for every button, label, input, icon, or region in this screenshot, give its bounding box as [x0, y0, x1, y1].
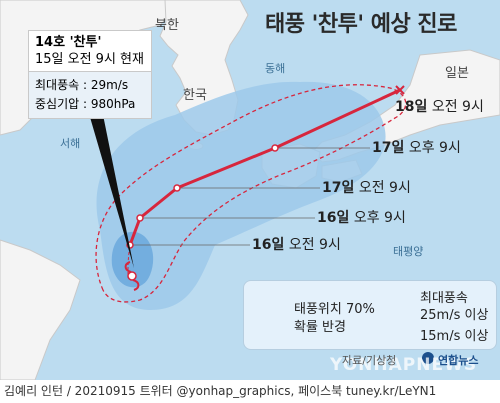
legend-wind-title: 최대풍속 [420, 291, 468, 306]
label-japan: 일본 [445, 66, 469, 81]
agency-logo-text: 연합뉴스 [438, 354, 479, 367]
typhoon-name: 14호 '찬투' [35, 35, 102, 50]
track-label-time: 오전 9시 [288, 237, 341, 253]
track-label-17am: 17일 오전 9시 [322, 177, 411, 197]
track-end-marker [395, 85, 405, 95]
label-west-sea: 서해 [60, 137, 81, 150]
track-label-day: 17일 [372, 140, 405, 156]
data-source: 자료/기상청 [342, 354, 397, 367]
label-pacific: 태평양 [393, 245, 424, 258]
max-wind-speed: 최대풍속 : 29m/s [35, 78, 129, 92]
track-label-time: 오후 9시 [408, 140, 461, 156]
track-label-time: 오후 9시 [353, 210, 406, 226]
central-pressure: 중심기압 : 980hPa [35, 97, 136, 111]
track-label-time: 오전 9시 [358, 180, 411, 196]
label-north-korea: 북한 [155, 18, 179, 33]
credit-footer: 김예리 인턴 / 20210915 트위터 @yonhap_graphics, … [0, 380, 500, 403]
wind-radius-25 [111, 231, 154, 288]
track-label-day: 17일 [322, 180, 355, 196]
track-label-18am: 18일 오전 9시 [395, 96, 484, 116]
legend-probability-line1: 태풍위치 70% [294, 302, 375, 317]
track-label-day: 18일 [395, 99, 428, 115]
observation-time: 15일 오전 9시 현재 [35, 52, 144, 67]
track-label-16pm: 16일 오후 9시 [317, 207, 406, 227]
map-title: 태풍 '찬투' 예상 진로 [265, 12, 457, 37]
track-point [271, 144, 279, 152]
infobox-pointer [85, 100, 134, 268]
track-point [136, 214, 144, 222]
track-label-time: 오전 9시 [431, 99, 484, 115]
watermark: YONHAPNEWS [330, 355, 478, 375]
legend-probability-line2: 확률 반경 [294, 320, 346, 335]
typhoon-info-box: 14호 '찬투' 15일 오전 9시 현재 최대풍속 : 29m/s 중심기압 … [28, 30, 152, 119]
label-south-korea: 한국 [183, 88, 207, 103]
map-legend: 태풍위치 70% 확률 반경 최대풍속 25m/s 이상 15m/s 이상 [243, 280, 497, 350]
yonhap-logo-icon [422, 352, 434, 364]
track-point [173, 184, 181, 192]
legend-wind-weak: 15m/s 이상 [420, 329, 489, 344]
info-stats: 최대풍속 : 29m/s 중심기압 : 980hPa [28, 72, 152, 119]
track-label-17pm: 17일 오후 9시 [372, 137, 461, 157]
wind-radius-15 [96, 81, 386, 310]
china-coast-south [0, 239, 81, 380]
track-label-16am: 16일 오전 9시 [252, 234, 341, 254]
legend-wind-strong: 25m/s 이상 [420, 308, 489, 323]
track-label-day: 16일 [317, 210, 350, 226]
info-header: 14호 '찬투' 15일 오전 9시 현재 [28, 30, 152, 72]
label-east-sea: 동해 [265, 62, 286, 75]
track-label-day: 16일 [252, 237, 285, 253]
typhoon-icon [124, 261, 140, 291]
